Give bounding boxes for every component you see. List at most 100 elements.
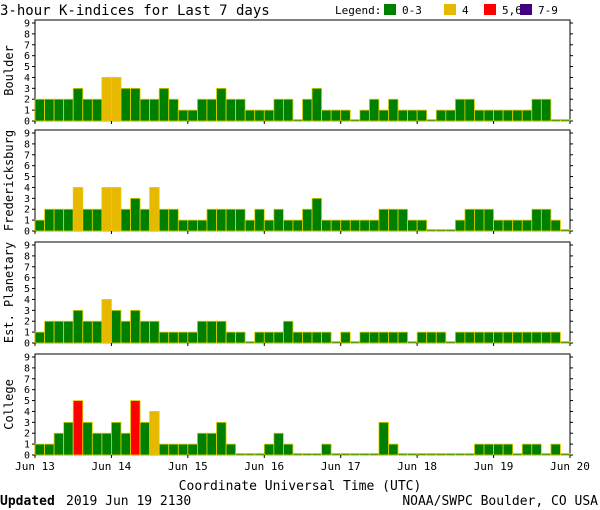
k-index-bar <box>91 208 103 232</box>
k-index-bar <box>416 331 428 344</box>
k-index-bar <box>493 443 504 456</box>
k-index-bar <box>34 98 45 122</box>
k-index-bar <box>225 98 237 122</box>
k-index-bar <box>540 331 552 344</box>
k-index-bar <box>474 443 485 456</box>
k-index-bar <box>206 320 217 344</box>
k-index-bar <box>82 98 93 122</box>
k-index-bar <box>349 219 361 232</box>
k-index-bar <box>464 331 475 344</box>
k-index-bar <box>521 331 533 344</box>
k-index-bar <box>44 443 55 456</box>
k-index-bar <box>407 453 418 456</box>
k-index-bar <box>378 109 389 122</box>
k-index-bar <box>91 432 103 456</box>
k-index-bar <box>187 219 198 232</box>
k-index-bar <box>349 453 361 456</box>
k-index-bar <box>311 453 323 456</box>
k-index-bar <box>397 331 408 344</box>
k-index-bar <box>540 208 552 232</box>
k-index-bar <box>531 208 542 232</box>
k-index-bar <box>302 331 313 344</box>
k-index-bar <box>407 219 418 232</box>
k-index-bar <box>502 443 514 456</box>
k-index-bar <box>187 109 198 122</box>
k-index-bar <box>72 400 84 456</box>
k-index-bar <box>426 119 437 122</box>
k-index-bar <box>560 341 571 344</box>
k-index-bar <box>560 453 571 456</box>
k-index-bar <box>464 453 475 456</box>
k-index-bar <box>139 98 151 122</box>
k-index-bar <box>388 98 399 122</box>
k-index-bar <box>445 229 456 232</box>
k-index-bar <box>244 341 256 344</box>
y-tick-label: 6 <box>24 51 30 62</box>
series-name: Est. Planetary <box>2 242 16 343</box>
k-index-bar <box>244 453 256 456</box>
k-index-bar <box>254 109 265 122</box>
k-index-bar <box>53 98 65 122</box>
chart-title: 3-hour K-indices for Last 7 days <box>0 3 270 19</box>
k-index-bar <box>407 109 418 122</box>
series-name: Boulder <box>2 45 16 96</box>
k-index-bar <box>149 411 160 456</box>
y-tick-label: 8 <box>24 363 30 374</box>
k-index-bar <box>321 331 332 344</box>
k-index-bar <box>531 98 542 122</box>
k-index-bar <box>502 109 514 122</box>
k-index-bar <box>44 320 55 344</box>
k-index-bar <box>168 208 179 232</box>
k-index-bar <box>282 443 294 456</box>
k-index-bar <box>435 331 447 344</box>
legend-title: Legend: <box>335 4 381 17</box>
k-index-bar <box>550 119 561 122</box>
k-index-bar <box>168 98 179 122</box>
k-index-bar <box>292 119 303 122</box>
k-index-bar <box>197 432 208 456</box>
k-index-bar <box>263 331 275 344</box>
y-tick-label: 9 <box>24 353 30 364</box>
y-tick-label: 7 <box>24 150 30 161</box>
legend-swatch <box>384 4 396 15</box>
k-index-bar <box>368 453 380 456</box>
k-index-bar <box>474 331 485 344</box>
k-index-bar <box>225 208 237 232</box>
k-index-bar <box>53 208 65 232</box>
k-index-bar <box>426 453 437 456</box>
x-tick-label: Jun 14 <box>92 460 132 473</box>
updated-value: 2019 Jun 19 2130 <box>66 494 191 509</box>
k-index-bar <box>273 331 284 344</box>
panels: 0123456789Boulder0123456789Fredericksbur… <box>2 19 573 462</box>
k-index-bar <box>91 320 103 344</box>
y-tick-label: 2 <box>24 429 30 440</box>
y-tick-label: 4 <box>24 407 30 418</box>
y-tick-label: 9 <box>24 19 30 30</box>
k-index-bar <box>130 309 141 344</box>
x-tick-label: Jun 18 <box>397 460 437 473</box>
y-tick-label: 1 <box>24 440 30 451</box>
k-index-bar <box>177 219 189 232</box>
k-index-bar <box>302 453 313 456</box>
k-index-bar <box>235 208 246 232</box>
k-index-bar <box>340 109 351 122</box>
k-index-bar <box>321 443 332 456</box>
k-index-bar <box>34 219 45 232</box>
k-index-bar <box>550 219 561 232</box>
k-index-bar <box>311 87 323 122</box>
k-index-bar <box>235 331 246 344</box>
k-index-bar <box>550 331 561 344</box>
k-index-bar <box>158 443 170 456</box>
k-index-bar <box>378 208 389 232</box>
k-index-bar <box>101 432 112 456</box>
k-index-bar <box>101 299 112 344</box>
k-index-bar <box>483 109 494 122</box>
k-index-bar <box>53 320 65 344</box>
k-index-bar <box>216 87 227 122</box>
k-index-bar <box>120 432 131 456</box>
k-index-bar <box>454 98 466 122</box>
y-tick-label: 3 <box>24 418 30 429</box>
k-index-bar <box>158 87 170 122</box>
